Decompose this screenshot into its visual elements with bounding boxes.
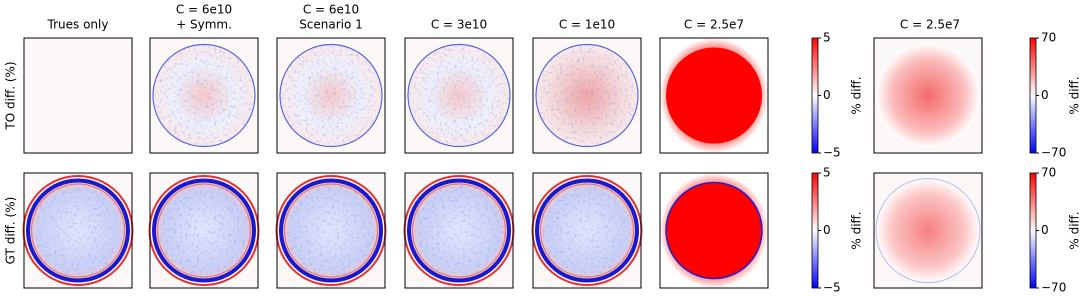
row-label: TO diff. (%) [4,61,18,130]
colorbar-label: % diff. [850,76,864,114]
image-frame [873,172,983,289]
noise [283,182,379,279]
noise [154,45,254,146]
image-frame [149,172,259,289]
colorbar-tick-label: 70 [1041,31,1056,45]
image-panel [22,172,134,289]
noise [281,45,381,146]
image-frame [659,37,769,154]
ring-blue [535,178,639,283]
image-frame [23,37,133,154]
ring-red [539,183,635,278]
colorbar-label: % diff. [850,211,864,249]
edge [875,178,981,283]
image-panel [276,37,386,154]
image-panel [659,172,769,289]
edge [535,43,639,148]
colorbar-tick-label: −70 [1041,281,1066,295]
image-frame [532,37,642,154]
image-panel [148,172,260,289]
image-panel [532,37,642,154]
column-title: C = 6e10 [303,3,359,17]
edge [152,43,256,148]
image-bg [24,38,132,153]
column-title: C = 2.5e7 [684,18,744,32]
image-panel [531,172,643,289]
noise [156,182,252,279]
image-frame [23,172,133,289]
column-title: + Symm. [176,18,232,32]
column-title: C = 3e10 [431,18,487,32]
image-panel [149,37,259,154]
edge [279,43,383,148]
image-frame [404,172,514,289]
noise [537,45,637,146]
ring-red [156,183,252,278]
column-title: C = 1e10 [559,18,615,32]
noise [30,182,126,279]
colorbar-tick-label: −70 [1041,146,1066,160]
disk [876,178,980,283]
colorbar-tick-label: 70 [1041,166,1056,180]
colorbar-tick-label: −5 [823,146,841,160]
image-frame [532,172,642,289]
image-panel [404,37,514,154]
colorbar [811,37,819,154]
row-label: GT diff. (%) [4,197,18,265]
image-panel [659,37,769,154]
image-panel [873,37,983,154]
ring-blue [407,178,511,283]
ring-red [411,183,507,278]
disk [666,47,762,144]
colorbar-tick-label: 0 [1041,88,1049,102]
colorbar [1029,37,1037,154]
column-title: Scenario 1 [299,18,363,32]
colorbar [1029,172,1037,289]
image-frame [659,172,769,289]
image-frame [873,37,983,154]
image-frame [276,37,386,154]
noise [409,45,509,146]
disk [876,43,980,148]
colorbar [811,172,819,289]
image-frame [149,37,259,154]
colorbar-tick-label: 0 [823,88,831,102]
column-title: C = 2.5e7 [900,18,960,32]
colorbar-tick-label: 5 [823,166,831,180]
ring-blue [279,178,383,283]
image-panel [23,37,133,154]
edge [407,43,511,148]
ring-blue [26,178,130,283]
column-title: Trues only [47,18,109,32]
noise [539,182,635,279]
image-panel [873,172,983,289]
disk [666,182,762,279]
image-panel [403,172,515,289]
column-title: C = 6e10 [176,3,232,17]
image-frame [404,37,514,154]
image-frame [276,172,386,289]
colorbar-tick-label: −5 [823,281,841,295]
ring-red [30,183,126,278]
image-panel [275,172,387,289]
edge [665,181,763,280]
colorbar-tick-label: 0 [1041,223,1049,237]
ring-blue [152,178,256,283]
noise [411,182,507,279]
colorbar-label: % diff. [1068,76,1082,114]
colorbar-tick-label: 0 [823,223,831,237]
colorbar-label: % diff. [1068,211,1082,249]
colorbar-tick-label: 5 [823,31,831,45]
ring-red [283,183,379,278]
